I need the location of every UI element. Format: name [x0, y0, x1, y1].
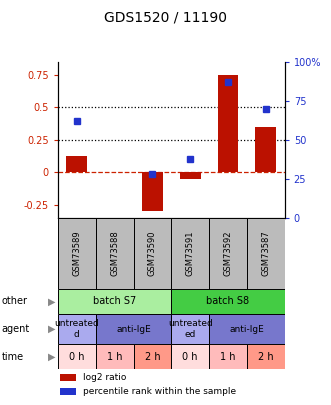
Text: batch S8: batch S8 — [207, 296, 250, 306]
Bar — [209, 344, 247, 369]
Text: untreated
d: untreated d — [54, 320, 99, 339]
Text: time: time — [2, 352, 24, 362]
Text: 0 h: 0 h — [182, 352, 198, 362]
Text: batch S7: batch S7 — [93, 296, 136, 306]
Text: 1 h: 1 h — [107, 352, 122, 362]
Text: ▶: ▶ — [48, 352, 56, 362]
Text: ▶: ▶ — [48, 296, 56, 306]
Bar — [209, 314, 285, 344]
Bar — [256, 127, 276, 173]
Text: 2 h: 2 h — [145, 352, 160, 362]
Text: untreated
ed: untreated ed — [168, 320, 213, 339]
Bar — [247, 344, 285, 369]
Bar — [96, 344, 133, 369]
Bar — [180, 173, 201, 179]
Text: 0 h: 0 h — [69, 352, 84, 362]
Bar — [58, 218, 96, 289]
Bar — [171, 314, 209, 344]
Text: percentile rank within the sample: percentile rank within the sample — [83, 387, 236, 396]
Text: log2 ratio: log2 ratio — [83, 373, 126, 382]
Text: GSM73589: GSM73589 — [72, 230, 81, 276]
Text: GSM73591: GSM73591 — [186, 230, 195, 276]
Text: GSM73587: GSM73587 — [261, 230, 270, 276]
Text: 2 h: 2 h — [258, 352, 274, 362]
Bar — [58, 344, 96, 369]
Text: GSM73592: GSM73592 — [223, 230, 232, 276]
Bar — [133, 344, 171, 369]
Text: anti-IgE: anti-IgE — [229, 324, 264, 334]
Text: other: other — [2, 296, 28, 306]
Bar — [133, 218, 171, 289]
Text: GDS1520 / 11190: GDS1520 / 11190 — [104, 10, 227, 24]
Bar — [58, 314, 96, 344]
Bar — [142, 173, 163, 211]
Bar — [171, 289, 285, 314]
Text: GSM73588: GSM73588 — [110, 230, 119, 276]
Bar — [96, 314, 171, 344]
Bar — [67, 156, 87, 173]
Bar — [58, 289, 171, 314]
Bar — [60, 388, 76, 395]
Text: ▶: ▶ — [48, 324, 56, 334]
Text: anti-IgE: anti-IgE — [116, 324, 151, 334]
Bar — [60, 374, 76, 381]
Text: GSM73590: GSM73590 — [148, 230, 157, 276]
Bar — [247, 218, 285, 289]
Bar — [217, 75, 238, 173]
Bar — [96, 218, 133, 289]
Text: agent: agent — [2, 324, 30, 334]
Bar — [171, 344, 209, 369]
Bar — [171, 218, 209, 289]
Text: 1 h: 1 h — [220, 352, 236, 362]
Bar — [209, 218, 247, 289]
